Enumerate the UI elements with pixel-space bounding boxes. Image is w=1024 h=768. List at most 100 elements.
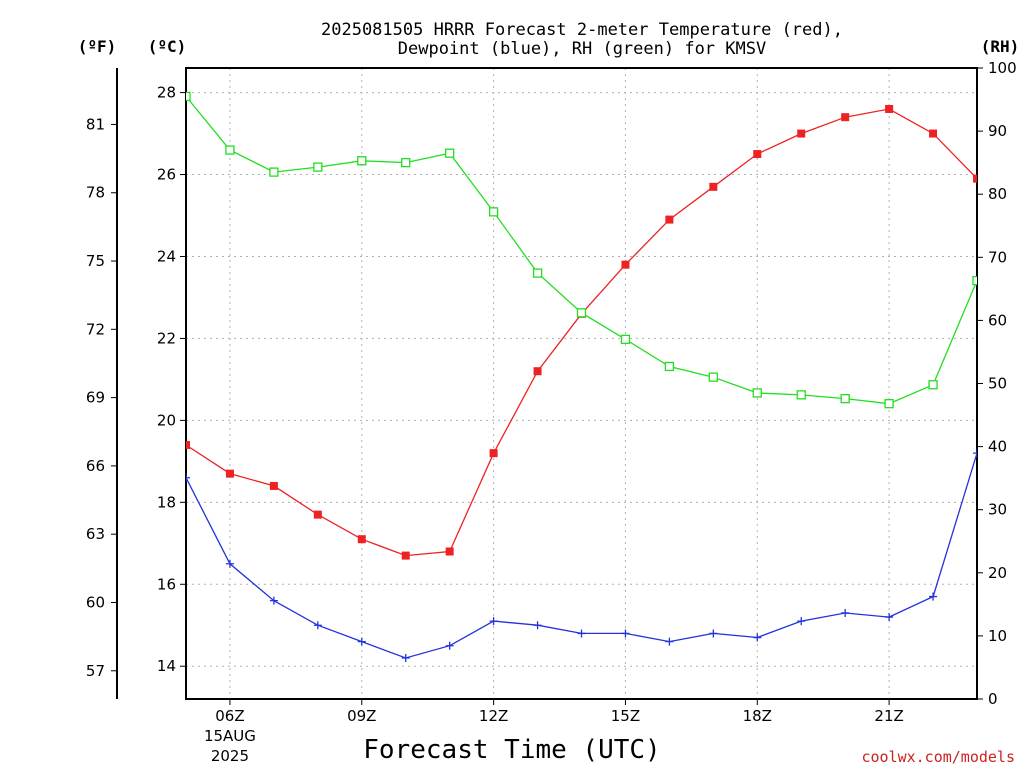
dewpoint-point (577, 629, 586, 638)
celsius-tick-label: 18 (157, 493, 176, 511)
dewpoint-point (797, 617, 806, 626)
temperature-point (973, 174, 977, 183)
rh-point (884, 399, 894, 409)
series-dewpoint (186, 449, 977, 663)
plot-frame (185, 67, 978, 700)
temperature-point (885, 104, 894, 113)
celsius-axis-unit: (ºC) (148, 37, 187, 56)
dewpoint-point (665, 637, 674, 646)
rh-point (445, 148, 455, 158)
dewpoint-point (401, 654, 410, 663)
dewpoint-point (357, 637, 366, 646)
dewpoint-point (445, 641, 454, 650)
x-tick-date: 15AUG (204, 727, 256, 745)
fahrenheit-tick-label: 63 (86, 525, 105, 543)
temperature-point (665, 215, 674, 224)
x-tick-label: 15Z (611, 707, 640, 725)
temperature-point (357, 535, 366, 544)
chart-title-line2: Dewpoint (blue), RH (green) for KMSV (398, 39, 766, 59)
fahrenheit-tick-label: 60 (86, 593, 105, 611)
celsius-tick-label: 22 (157, 329, 176, 347)
celsius-tick-label: 28 (157, 84, 176, 102)
x-tick-label: 12Z (479, 707, 508, 725)
fahrenheit-tick-label: 72 (86, 320, 105, 338)
x-tick-label: 21Z (874, 707, 903, 725)
fahrenheit-tick-label: 81 (86, 115, 105, 133)
rh-tick-label: 0 (988, 690, 998, 708)
dewpoint-point (186, 473, 190, 482)
axes (116, 67, 978, 700)
rh-point (532, 268, 543, 278)
rh-point (357, 156, 367, 166)
rh-point (708, 372, 718, 382)
dewpoint-point (269, 596, 278, 605)
rh-tick-label: 100 (988, 59, 1017, 77)
credit-text: coolwx.com/models (861, 748, 1015, 766)
fahrenheit-tick-label: 69 (86, 389, 105, 407)
rh-axis-unit: (RH) (981, 37, 1020, 56)
dewpoint-point (753, 633, 762, 642)
series-rh (186, 91, 977, 409)
series-line-dewpoint (186, 453, 977, 659)
dewpoint-point (621, 629, 630, 638)
temperature-point (709, 182, 718, 191)
fahrenheit-tick-label: 57 (86, 662, 105, 680)
dewpoint-point (709, 629, 718, 638)
rh-point (576, 308, 587, 318)
series-temperature (186, 104, 977, 560)
temperature-point (929, 129, 938, 138)
celsius-tick-label: 24 (157, 247, 176, 265)
rh-point (401, 157, 411, 168)
dewpoint-point (313, 621, 322, 630)
rh-point (620, 334, 631, 344)
fahrenheit-tick-label: 78 (86, 184, 105, 202)
dewpoint-point (885, 613, 894, 622)
temperature-point (445, 547, 454, 556)
rh-point (269, 167, 279, 177)
series-line-rh (186, 95, 977, 405)
rh-point (840, 393, 850, 404)
x-axis-label: Forecast Time (UTC) (363, 735, 660, 765)
x-tick-label: 09Z (347, 707, 376, 725)
temperature-point (841, 113, 850, 122)
chart-title-line1: 2025081505 HRRR Forecast 2-meter Tempera… (321, 20, 843, 40)
fahrenheit-tick-label: 75 (86, 252, 105, 270)
fahrenheit-tick-label: 66 (86, 457, 105, 475)
rh-tick-label: 30 (988, 501, 1007, 519)
rh-tick-label: 50 (988, 375, 1007, 393)
dewpoint-point (489, 617, 498, 626)
series-line-temperature (186, 108, 977, 557)
rh-point (488, 207, 499, 217)
celsius-tick-label: 14 (157, 657, 176, 675)
rh-point (972, 275, 977, 286)
temperature-point (797, 129, 806, 138)
rh-tick-label: 40 (988, 438, 1007, 456)
rh-point (752, 388, 762, 398)
rh-point (225, 145, 235, 155)
temperature-point (401, 551, 410, 560)
rh-tick-label: 70 (988, 248, 1007, 266)
rh-point (796, 390, 806, 400)
temperature-point (753, 150, 762, 159)
dewpoint-point (533, 621, 542, 630)
rh-point (186, 91, 191, 102)
temperature-point (225, 469, 234, 478)
grid-lines (186, 68, 977, 699)
rh-point (664, 361, 675, 372)
series-layer (186, 91, 977, 663)
x-tick-year: 2025 (211, 747, 249, 765)
temperature-point (269, 481, 278, 490)
rh-tick-label: 20 (988, 564, 1007, 582)
celsius-tick-label: 26 (157, 166, 176, 184)
temperature-point (621, 260, 630, 269)
tick-labels: 14 16 18 20 22 24 26 28 57 60 63 66 69 72 75 78 81 0 10 20 3… (86, 59, 1017, 765)
celsius-tick-label: 16 (157, 575, 176, 593)
celsius-tick-label: 20 (157, 411, 176, 429)
rh-tick-label: 80 (988, 185, 1007, 203)
rh-tick-label: 10 (988, 627, 1007, 645)
rh-point (928, 380, 938, 390)
rh-tick-label: 90 (988, 122, 1007, 140)
temperature-point (186, 440, 190, 449)
temperature-point (489, 449, 498, 458)
